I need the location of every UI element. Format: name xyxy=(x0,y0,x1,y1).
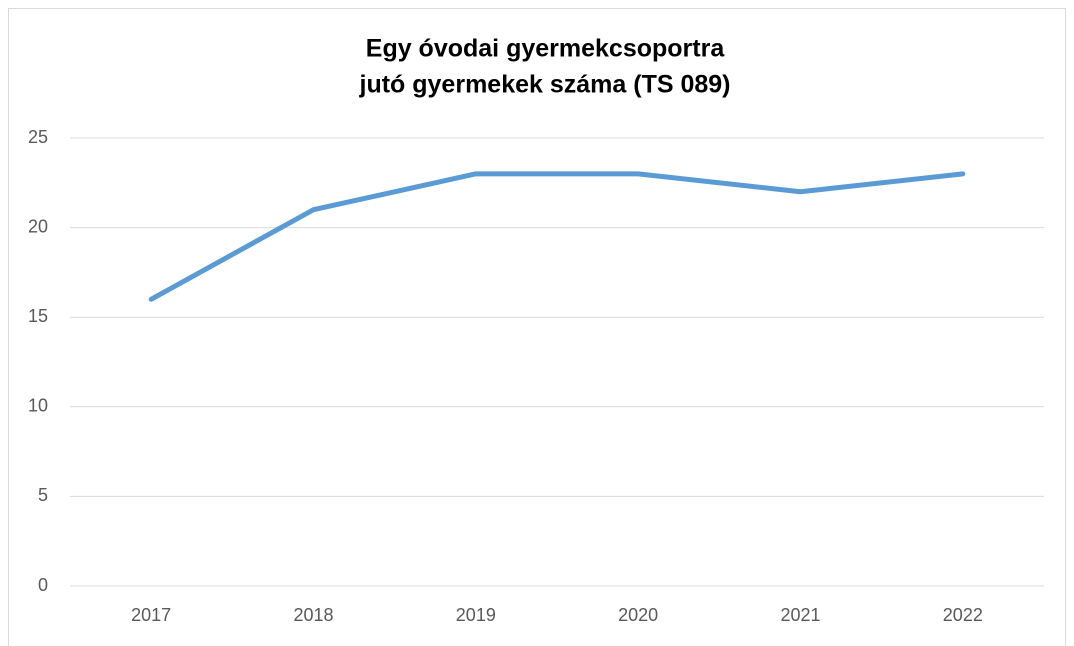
y-tick-label: 5 xyxy=(38,485,48,505)
y-tick-label: 25 xyxy=(28,127,48,147)
y-tick-label: 20 xyxy=(28,216,48,236)
x-tick-label: 2021 xyxy=(780,605,820,625)
y-tick-label: 10 xyxy=(28,396,48,416)
x-tick-label: 2020 xyxy=(618,605,658,625)
x-tick-label: 2019 xyxy=(456,605,496,625)
y-tick-label: 0 xyxy=(38,575,48,595)
chart-title: Egy óvodai gyermekcsoportra xyxy=(366,35,726,63)
x-tick-label: 2018 xyxy=(293,605,333,625)
y-tick-label: 15 xyxy=(28,306,48,326)
chart-title: jutó gyermekek száma (TS 089) xyxy=(359,71,731,99)
data-line xyxy=(148,171,966,302)
x-tick-label: 2017 xyxy=(131,605,171,625)
x-tick-label: 2022 xyxy=(943,605,983,625)
chart-border xyxy=(8,8,1066,646)
